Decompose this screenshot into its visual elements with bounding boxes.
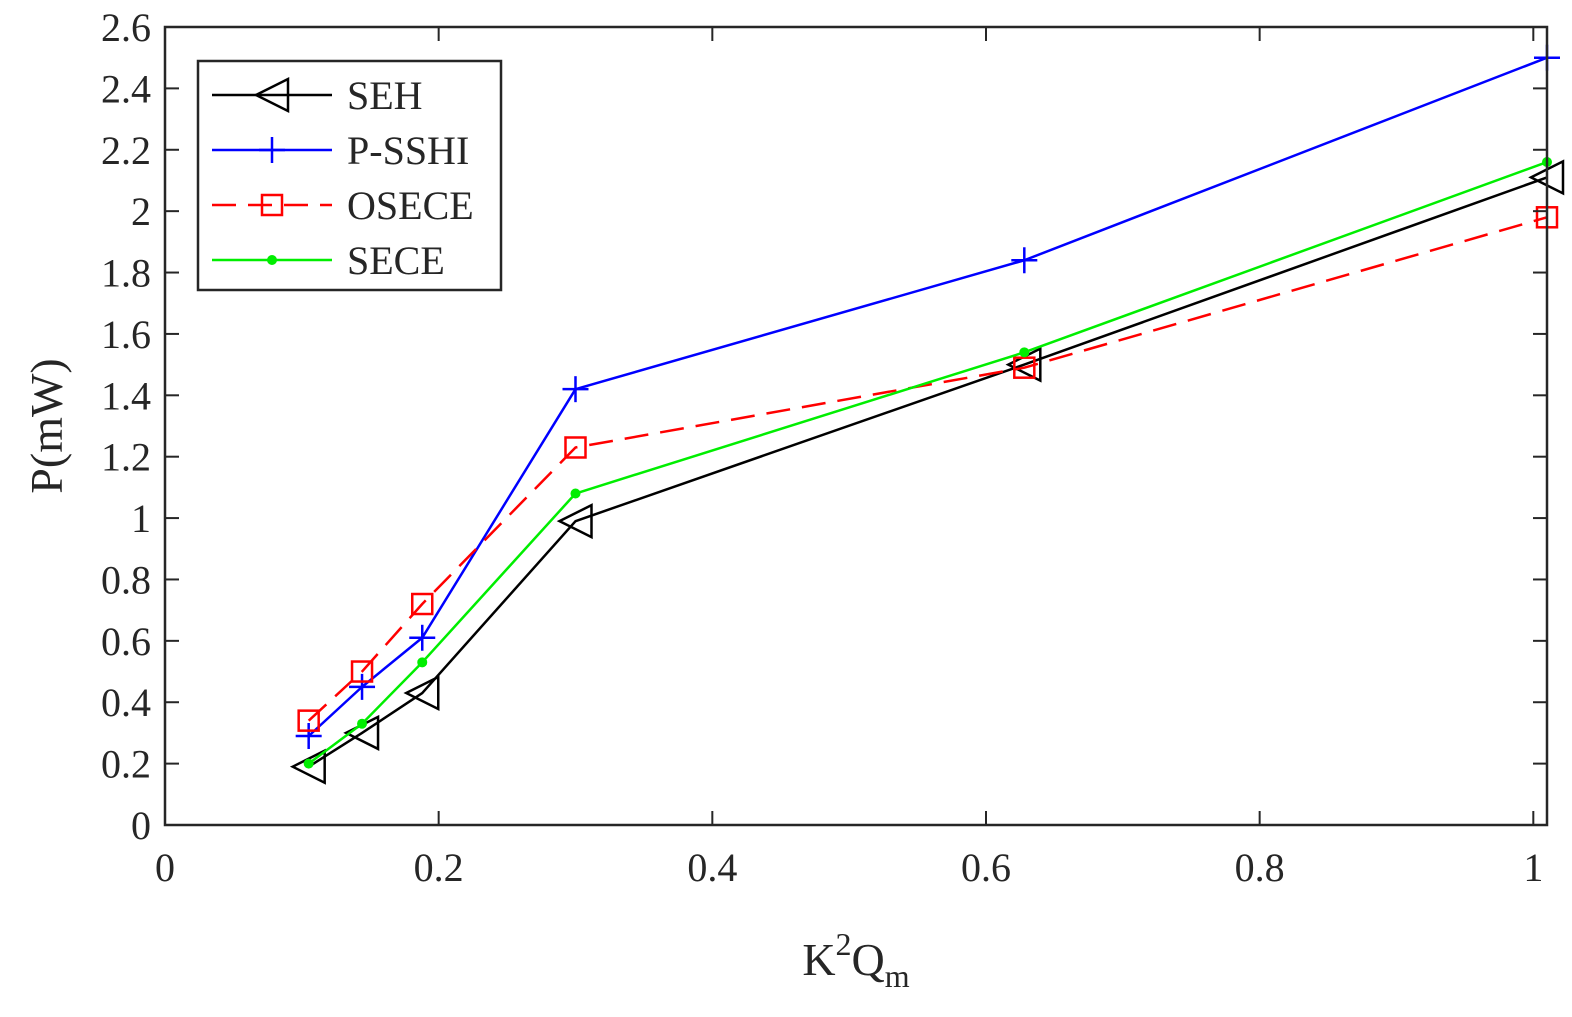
series-line-sece	[307, 160, 1548, 765]
y-tick-label: 0	[131, 803, 151, 848]
legend-items: SEH P-SSHI OSECE SECE	[212, 73, 474, 283]
data-point-osece	[410, 592, 434, 616]
y-axis-label: P(mW)	[21, 358, 72, 493]
y-tick-label: 1.2	[101, 435, 151, 480]
axes-layer	[163, 25, 1549, 827]
legend-marker	[260, 193, 284, 217]
legend-label: OSECE	[347, 183, 474, 228]
series-line-p-sshi	[307, 56, 1548, 737]
legend-marker	[259, 137, 285, 163]
series-line-seh	[308, 176, 1548, 768]
data-point-seh	[556, 503, 593, 540]
data-point-sece	[1019, 347, 1030, 358]
y-tick-label: 2.2	[101, 128, 151, 173]
legend: SEH P-SSHI OSECE SECE	[196, 59, 503, 292]
legend-label: SECE	[347, 238, 445, 283]
legend-marker	[253, 76, 290, 114]
y-ticks: 0 0.2 0.4 0.6 0.8 1 1.2 1.4 1.6 1.8 2 2.2 2.4 2.6	[101, 5, 1547, 848]
y-tick-label: 0.4	[101, 680, 151, 725]
legend-label: P-SSHI	[347, 128, 469, 173]
x-tick-label: 0.4	[687, 845, 737, 890]
legend-item-sece: SECE	[212, 238, 445, 283]
x-axis-label: K2Qm	[802, 926, 909, 994]
y-tick-label: 1	[131, 496, 151, 541]
x-tick-label: 1	[1523, 845, 1543, 890]
data-point-p-sshi	[349, 673, 376, 700]
data-point-sece	[303, 758, 314, 769]
data-point-p-sshi	[409, 624, 436, 651]
data-point-p-sshi	[1011, 247, 1038, 274]
y-tick-label: 2	[131, 189, 151, 234]
y-tick-label: 0.8	[101, 557, 151, 602]
data-point-osece	[564, 436, 587, 459]
x-tick-label: 0.6	[961, 845, 1011, 890]
data-point-seh	[403, 675, 440, 712]
series-osece	[297, 206, 1559, 732]
legend-marker	[267, 255, 277, 265]
legend-label: SEH	[347, 73, 423, 118]
data-point-osece	[350, 660, 374, 683]
series-sece	[303, 157, 1552, 769]
x-tick-label: 0.2	[414, 845, 464, 890]
x-ticks: 0 0.2 0.4 0.6 0.8 1	[155, 27, 1543, 890]
legend-item-seh: SEH	[212, 73, 423, 118]
legend-item-p-sshi: P-SSHI	[212, 128, 469, 173]
data-point-sece	[570, 488, 581, 499]
data-point-p-sshi	[562, 376, 589, 403]
data-point-sece	[417, 657, 428, 668]
x-axis-label-sub: m	[885, 958, 910, 994]
legend-item-osece: OSECE	[212, 183, 474, 228]
legend-box	[196, 59, 503, 292]
x-axis-label-sup: 2	[836, 926, 852, 962]
y-tick-label: 2.4	[101, 66, 151, 111]
series-line-osece	[307, 216, 1548, 722]
data-point-osece	[297, 709, 320, 732]
data-point-p-sshi	[295, 722, 322, 749]
y-tick-label: 1.6	[101, 312, 151, 357]
x-tick-label: 0.8	[1235, 845, 1285, 890]
x-tick-label: 0	[155, 845, 175, 890]
y-tick-label: 1.4	[101, 373, 151, 418]
x-axis-label-base: K	[802, 934, 835, 985]
y-tick-label: 0.2	[101, 742, 151, 787]
y-tick-label: 2.6	[101, 5, 151, 50]
x-axis-label-main: Q	[852, 934, 885, 985]
y-tick-label: 0.6	[101, 619, 151, 664]
data-point-osece	[1013, 356, 1036, 379]
data-point-sece	[357, 718, 368, 729]
axes-box	[163, 25, 1549, 827]
y-tick-label: 1.8	[101, 251, 151, 296]
